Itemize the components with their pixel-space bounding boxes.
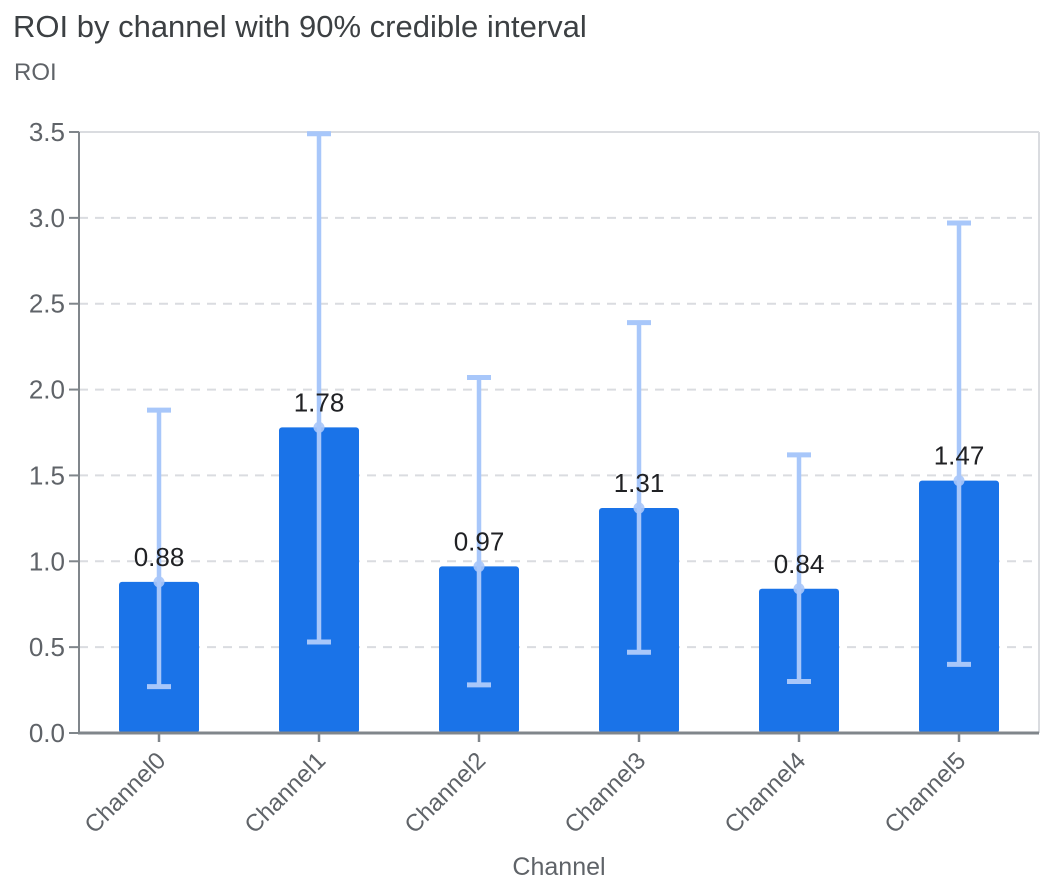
x-axis-title: Channel	[512, 853, 606, 881]
mean-dot-0	[153, 576, 165, 588]
y-tick-label-2.0: 2.0	[29, 375, 65, 405]
y-tick-label-1.0: 1.0	[29, 546, 65, 576]
mean-dot-5	[953, 475, 965, 487]
bar-value-label-2: 0.97	[454, 526, 505, 556]
y-axis-title: ROI	[14, 59, 57, 86]
y-tick-label-3.0: 3.0	[29, 203, 65, 233]
bar-value-label-3: 1.31	[614, 468, 665, 498]
x-tick-label-4: Channel4	[719, 747, 811, 839]
x-tick-label-1: Channel1	[239, 747, 331, 839]
mean-dot-1	[313, 421, 325, 433]
x-tick-label-2: Channel2	[399, 747, 491, 839]
y-tick-label-2.5: 2.5	[29, 289, 65, 319]
y-tick-label-0.0: 0.0	[29, 718, 65, 748]
mean-dot-3	[633, 502, 645, 514]
chart-title: ROI by channel with 90% credible interva…	[13, 9, 587, 44]
bar-value-label-0: 0.88	[134, 542, 185, 572]
bar-value-label-1: 1.78	[294, 387, 345, 417]
bar-value-label-4: 0.84	[774, 549, 825, 579]
mean-dot-2	[473, 560, 485, 572]
mean-dot-4	[793, 583, 805, 595]
y-tick-label-3.5: 3.5	[29, 117, 65, 147]
x-tick-label-3: Channel3	[559, 747, 651, 839]
bar-value-label-5: 1.47	[934, 441, 985, 471]
y-tick-label-1.5: 1.5	[29, 460, 65, 490]
y-tick-label-0.5: 0.5	[29, 632, 65, 662]
x-tick-label-0: Channel0	[79, 747, 171, 839]
x-tick-label-5: Channel5	[879, 747, 971, 839]
